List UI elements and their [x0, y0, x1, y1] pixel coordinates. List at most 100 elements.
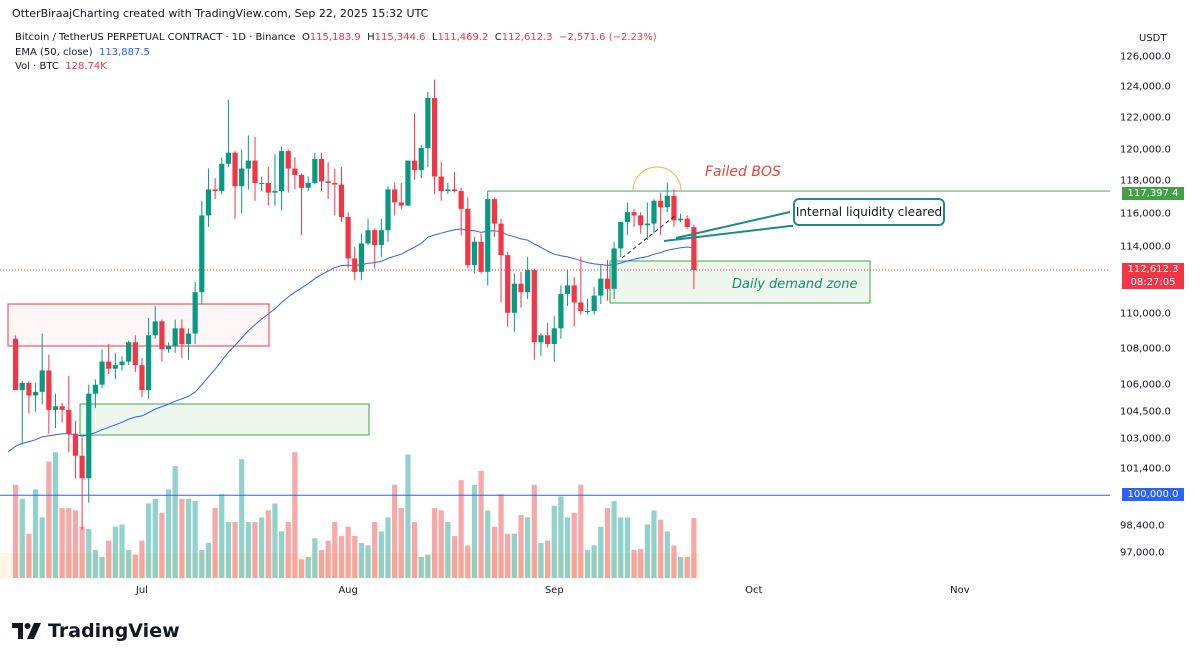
volume-bar: [66, 508, 72, 578]
volume-bar: [19, 498, 25, 578]
volume-bar: [99, 557, 105, 578]
internal-liquidity-trendline[interactable]: [621, 214, 677, 259]
volume-bar: [578, 484, 584, 578]
volume-bar: [412, 522, 418, 578]
candle-body: [79, 455, 85, 479]
candle: [445, 182, 451, 195]
low-value: 111,469.2: [437, 32, 489, 43]
tradingview-logo-icon: [12, 623, 41, 639]
candle-body: [584, 311, 591, 313]
candle-body: [525, 270, 531, 293]
price-tag-last: 112,612.3 08:27:05: [1122, 262, 1184, 289]
volume-bar: [525, 517, 531, 578]
candle: [392, 182, 398, 216]
volume-bar: [332, 522, 338, 578]
candle: [92, 379, 98, 409]
candle: [332, 168, 338, 216]
high-label: H: [367, 32, 375, 43]
candle-body: [119, 361, 125, 366]
candle: [378, 218, 384, 257]
candle-body: [159, 321, 165, 350]
candle-body: [239, 168, 245, 187]
daily-demand-zone-label[interactable]: Daily demand zone: [732, 277, 858, 292]
internal-liquidity-callout[interactable]: Internal liquidity cleared: [793, 198, 945, 226]
demand-box-july[interactable]: [79, 403, 370, 436]
volume-bar: [372, 522, 378, 578]
candle-body: [199, 215, 205, 293]
candle-body: [318, 159, 325, 182]
supply-box[interactable]: [7, 303, 270, 347]
candle-body: [52, 406, 59, 410]
price-tick: 101,400.0: [1120, 463, 1171, 475]
candle-body: [598, 278, 604, 296]
volume-bar: [13, 484, 19, 578]
candle-body: [431, 98, 438, 177]
candle-body: [418, 147, 424, 171]
candle-body: [66, 409, 72, 434]
candle-body: [644, 223, 650, 226]
low-label: L: [431, 32, 438, 43]
price-chart[interactable]: [0, 0, 1200, 600]
volume-bar: [352, 536, 358, 578]
symbol-name[interactable]: Bitcoin / TetherUS PERPETUAL CONTRACT · …: [15, 32, 296, 43]
candle: [338, 166, 345, 222]
candle: [525, 256, 531, 300]
candle: [578, 256, 584, 315]
candle: [458, 187, 464, 236]
failed-bos-label[interactable]: Failed BOS: [705, 164, 781, 180]
candle-body: [671, 195, 677, 221]
volume-bar: [531, 484, 537, 578]
volume-bar: [185, 498, 192, 578]
volume-bar: [292, 452, 298, 578]
candle-body: [511, 283, 517, 313]
candle-body: [611, 248, 617, 289]
candle-body: [471, 241, 478, 266]
candle: [498, 218, 504, 303]
candle-body: [86, 393, 92, 479]
volume-bar: [179, 498, 185, 578]
candle: [179, 319, 185, 359]
candle: [66, 375, 72, 453]
candle: [372, 228, 378, 269]
tradingview-logo[interactable]: TradingView: [12, 620, 180, 642]
daily-demand-zone-box[interactable]: [609, 260, 871, 304]
candle: [425, 91, 431, 167]
volume-bar: [305, 557, 311, 578]
open-label: O: [301, 32, 310, 43]
volume-bar: [591, 545, 597, 578]
price-tick: 103,000.0: [1120, 433, 1171, 445]
candle-body: [352, 258, 358, 272]
candle-body: [491, 199, 497, 224]
volume-bar: [518, 515, 524, 578]
volume-bar: [511, 533, 517, 578]
candle-body: [146, 335, 152, 391]
volume-bar: [119, 524, 125, 578]
candle: [52, 393, 59, 429]
ema-row[interactable]: EMA (50, close) 113,887.5: [15, 46, 657, 61]
candle: [199, 200, 205, 305]
candle-body: [545, 335, 551, 345]
volume-bar: [618, 517, 624, 578]
candle: [312, 152, 318, 185]
candle-body: [212, 189, 218, 192]
candles: [13, 79, 697, 530]
candle-body: [392, 189, 398, 203]
price-tick: 110,000.0: [1120, 308, 1171, 320]
candle: [72, 420, 79, 479]
candle-body: [179, 328, 185, 345]
volume-bar: [638, 549, 644, 578]
failed-bos-arc[interactable]: [632, 166, 682, 192]
candle-body: [498, 223, 504, 256]
volume-bar: [39, 517, 45, 578]
candle-body: [412, 160, 418, 171]
candle: [638, 212, 644, 234]
candle-body: [465, 208, 471, 266]
candle-body: [325, 181, 331, 183]
volume-row[interactable]: Vol · BTC 128.74K: [15, 60, 657, 75]
change-value: −2,571.6 (−2.23%): [558, 32, 657, 43]
candle-body: [305, 182, 311, 188]
candle-body: [139, 365, 145, 391]
volume-bar: [52, 452, 59, 578]
volume-bar: [678, 557, 684, 578]
candle: [624, 202, 630, 236]
